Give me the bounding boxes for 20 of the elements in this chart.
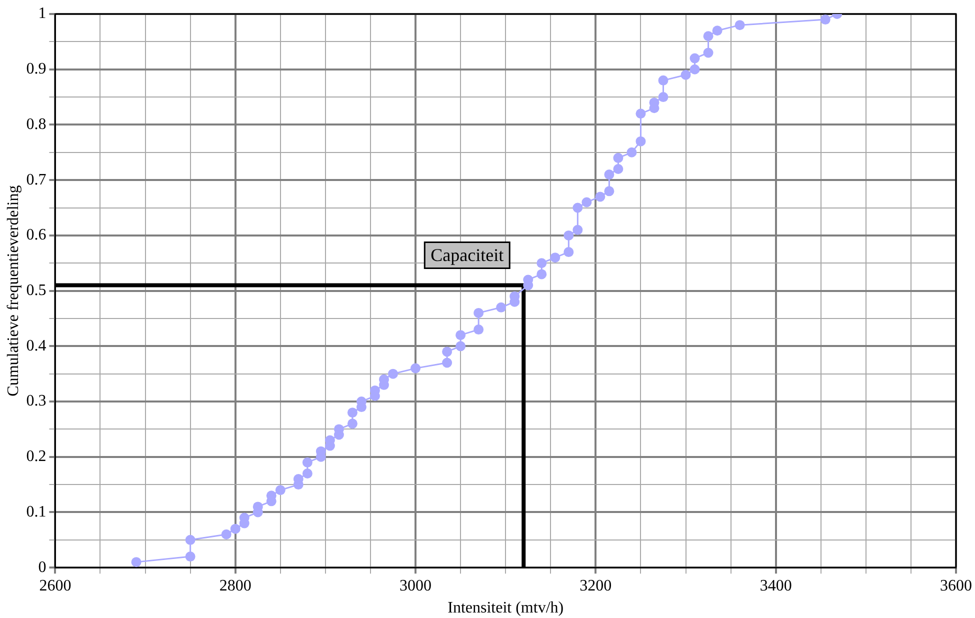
- y-tick-label: 0.5: [26, 282, 46, 300]
- x-tick-label: 3600: [940, 577, 972, 594]
- y-tick-label: 0.2: [26, 448, 46, 466]
- y-tick-label: 0.8: [26, 116, 46, 133]
- y-axis-title: Cumulatieve frequentieverdeling: [4, 185, 22, 396]
- x-tick-label: 2800: [219, 577, 252, 594]
- y-tick-label: 1: [38, 5, 46, 22]
- x-tick-label: 3000: [400, 577, 432, 594]
- y-tick-label: 0.9: [26, 60, 46, 78]
- y-tick-label: 0.6: [26, 226, 46, 244]
- y-tick-label: 0.1: [26, 503, 46, 520]
- y-tick-label: 0.4: [26, 337, 46, 354]
- y-tick-label: 0: [38, 558, 46, 576]
- y-tick-label: 0.7: [26, 171, 46, 188]
- x-axis-title: Intensiteit (mtv/h): [448, 600, 564, 617]
- y-tick-label: 0.3: [26, 392, 46, 410]
- x-tick-label: 3200: [580, 577, 612, 594]
- x-tick-label: 2600: [39, 577, 72, 594]
- annotation: Capaciteit: [430, 245, 504, 265]
- x-tick-label: 3400: [760, 577, 792, 594]
